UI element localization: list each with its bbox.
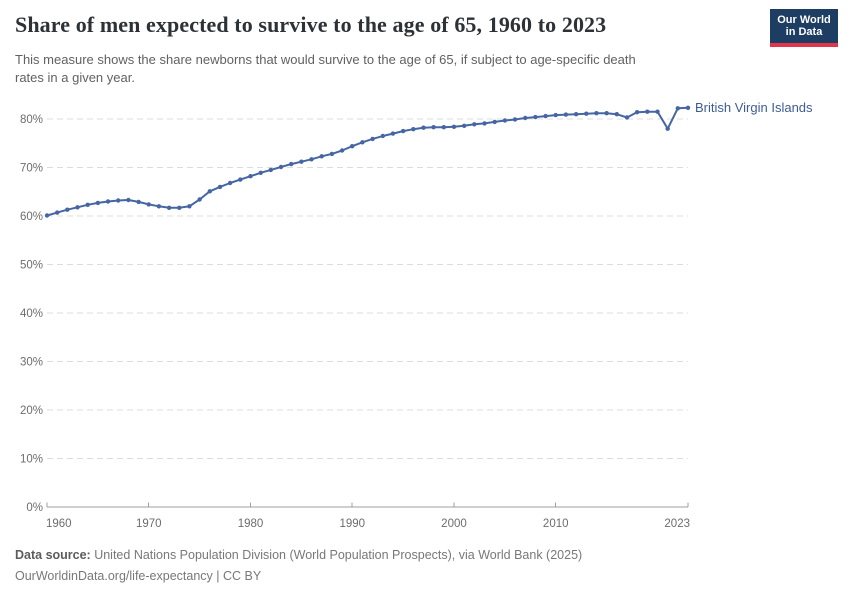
y-axis-label: 60% (20, 211, 43, 223)
data-point (44, 213, 50, 218)
data-point (299, 159, 304, 164)
y-axis-label: 10% (20, 454, 43, 466)
data-point (238, 177, 243, 182)
data-point (492, 119, 497, 125)
data-point (604, 111, 609, 116)
data-point (380, 133, 385, 139)
data-point (421, 125, 426, 130)
data-source-text: United Nations Population Division (Worl… (90, 548, 583, 562)
x-axis-label: 2000 (441, 518, 467, 530)
x-axis-label: 1960 (46, 518, 72, 530)
data-point (512, 117, 518, 122)
owid-logo[interactable]: Our World in Data (770, 9, 838, 47)
data-point (573, 112, 579, 117)
data-source-line: Data source: United Nations Population D… (15, 545, 835, 566)
y-axis-label: 40% (20, 308, 43, 320)
data-point (634, 110, 640, 115)
data-point (390, 131, 396, 136)
data-point (472, 122, 477, 127)
data-point (563, 112, 569, 117)
data-point (675, 106, 680, 111)
y-axis-label: 80% (20, 114, 43, 126)
data-point (207, 189, 212, 194)
data-point (462, 123, 467, 128)
data-point (197, 197, 202, 202)
data-point (278, 164, 284, 170)
owid-logo-line1: Our World (777, 13, 831, 26)
data-point (614, 112, 619, 117)
chart-footer: Data source: United Nations Population D… (15, 545, 835, 586)
y-axis-label: 50% (20, 260, 43, 272)
data-point (685, 105, 691, 111)
data-source-label: Data source: (15, 548, 91, 562)
data-point (217, 184, 223, 190)
data-point (166, 205, 172, 210)
x-axis-label: 2010 (543, 518, 569, 530)
data-point (431, 125, 436, 130)
data-point (665, 126, 670, 131)
y-axis-label: 70% (20, 163, 43, 175)
data-point (55, 210, 60, 215)
data-point (533, 114, 538, 120)
data-point (482, 121, 487, 126)
data-point (268, 167, 273, 173)
data-point (95, 200, 101, 206)
data-point (543, 113, 548, 119)
data-point (319, 154, 324, 159)
data-point (523, 115, 528, 121)
y-axis-label: 20% (20, 405, 43, 417)
data-point (156, 204, 162, 209)
data-point (126, 197, 131, 203)
x-axis-label: 1990 (339, 518, 365, 530)
data-point (370, 136, 375, 142)
chart-subtitle-line2: rates in a given year. (15, 70, 135, 85)
data-point (350, 144, 355, 149)
data-point (177, 205, 182, 210)
x-axis-label: 1980 (238, 518, 264, 530)
x-axis-label: 1970 (136, 518, 162, 530)
series-label[interactable]: British Virgin Islands (695, 100, 813, 115)
data-point (116, 198, 121, 203)
data-point (553, 112, 558, 118)
data-point (360, 140, 365, 145)
data-point (655, 109, 660, 114)
data-point (339, 148, 345, 153)
data-point (85, 202, 90, 207)
data-point (65, 207, 70, 212)
chart-subtitle: This measure shows the share newborns th… (15, 51, 755, 87)
x-axis-label: 2023 (664, 518, 690, 530)
data-line (46, 106, 689, 217)
data-point (594, 111, 599, 116)
footer-link-line[interactable]: OurWorldinData.org/life-expectancy | CC … (15, 568, 262, 583)
data-point (136, 199, 141, 205)
data-point (329, 151, 335, 157)
data-point (584, 111, 589, 116)
data-point (187, 204, 192, 209)
data-point (441, 125, 446, 130)
chart-subtitle-line1: This measure shows the share newborns th… (15, 52, 636, 67)
data-point (146, 202, 151, 207)
data-point (624, 115, 630, 120)
data-point (411, 127, 416, 132)
y-axis-label: 0% (26, 502, 43, 514)
y-axis-label: 30% (20, 357, 43, 369)
chart-title: Share of men expected to survive to the … (15, 12, 607, 37)
data-point (289, 161, 294, 167)
owid-logo-line2: in Data (785, 26, 823, 38)
data-point (105, 199, 111, 204)
data-point (309, 157, 314, 162)
data-point (248, 174, 253, 179)
data-point (451, 124, 457, 129)
data-point (258, 170, 263, 175)
data-point (502, 118, 508, 123)
data-point (227, 180, 233, 186)
data-point (75, 205, 80, 210)
data-point (400, 128, 406, 134)
data-point (645, 109, 650, 114)
